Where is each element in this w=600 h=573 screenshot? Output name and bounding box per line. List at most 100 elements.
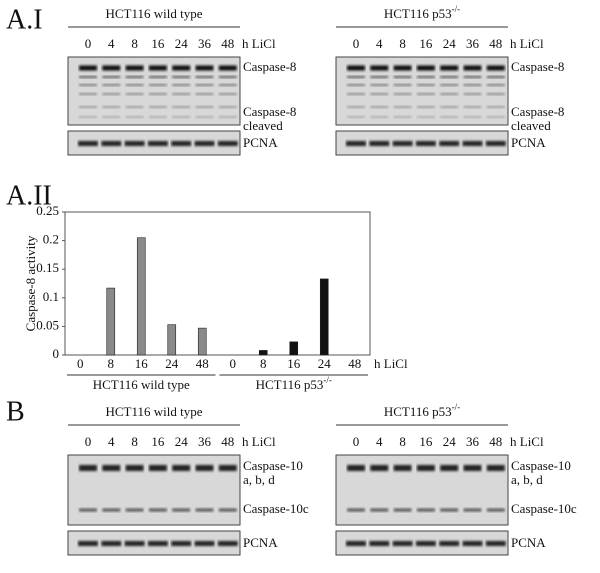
- band: [416, 76, 435, 78]
- band: [440, 93, 459, 95]
- header: HCT116 p53-/-: [384, 4, 460, 21]
- band: [79, 106, 97, 108]
- band: [195, 106, 214, 108]
- band: [347, 465, 365, 471]
- lane-label: 8: [399, 434, 406, 449]
- band: [125, 465, 144, 471]
- band: [147, 541, 168, 546]
- band: [486, 465, 505, 471]
- band: [147, 141, 168, 146]
- unit-label: h LiCl: [510, 36, 544, 51]
- superscript: -/-: [323, 375, 332, 385]
- band: [218, 93, 237, 95]
- band: [415, 141, 436, 146]
- band: [440, 508, 459, 512]
- panel-label: A.II: [6, 180, 52, 211]
- band: [79, 116, 97, 118]
- band: [440, 84, 459, 86]
- band: [463, 106, 482, 108]
- band: [79, 84, 97, 86]
- band: [370, 65, 389, 71]
- band: [347, 76, 365, 78]
- band: [195, 65, 214, 71]
- lane-label: 48: [489, 36, 502, 51]
- band-label: Caspase-10c: [511, 501, 577, 516]
- band: [172, 465, 191, 471]
- y-tick-label: 0: [53, 346, 60, 361]
- band: [101, 541, 122, 546]
- bar: [197, 327, 207, 356]
- y-tick-label: 0.1: [43, 289, 59, 304]
- lane-label: 16: [151, 434, 165, 449]
- band-label: Caspase-8: [511, 104, 564, 119]
- band: [218, 65, 237, 71]
- group-text: HCT116 wild type: [93, 377, 190, 392]
- band: [148, 65, 167, 71]
- band: [102, 106, 121, 108]
- band: [172, 116, 191, 118]
- band: [171, 541, 192, 546]
- band: [486, 65, 505, 71]
- lane-label: 4: [376, 36, 383, 51]
- band: [78, 141, 98, 146]
- band: [217, 541, 238, 546]
- band: [101, 141, 122, 146]
- band-label: Caspase-10: [243, 458, 303, 473]
- panel-label: A.I: [6, 4, 43, 35]
- band: [416, 106, 435, 108]
- band: [347, 93, 365, 95]
- lane-label: 8: [131, 434, 138, 449]
- y-axis-label: Caspase-8 activity: [23, 235, 38, 331]
- lane-label: 48: [221, 434, 234, 449]
- band: [463, 76, 482, 78]
- band: [218, 76, 237, 78]
- band: [148, 508, 167, 512]
- band: [463, 116, 482, 118]
- band: [393, 65, 412, 71]
- header: HCT116 p53-/-: [384, 402, 460, 419]
- band: [194, 141, 215, 146]
- band: [393, 508, 412, 512]
- lane-label: 36: [198, 36, 212, 51]
- band: [102, 508, 121, 512]
- band: [218, 465, 237, 471]
- lane-label: 36: [198, 434, 212, 449]
- lane-label: 4: [108, 36, 115, 51]
- band: [440, 116, 459, 118]
- lane-label: 0: [353, 434, 360, 449]
- band: [462, 141, 483, 146]
- band: [393, 465, 412, 471]
- band: [125, 106, 144, 108]
- x-tick-label: 8: [108, 356, 115, 371]
- x-unit-label: h LiCl: [374, 356, 408, 371]
- lane-label: 24: [443, 36, 457, 51]
- lane-label: 36: [466, 36, 480, 51]
- header-text: HCT116 p53: [384, 6, 452, 21]
- band: [172, 65, 191, 71]
- control-label: PCNA: [243, 135, 278, 150]
- band: [347, 65, 365, 71]
- lane-label: 8: [399, 36, 406, 51]
- band: [79, 76, 97, 78]
- lane-label: 36: [466, 434, 480, 449]
- band: [79, 508, 97, 512]
- group-label: HCT116 p53-/-: [256, 375, 332, 392]
- control-label: PCNA: [243, 535, 278, 550]
- lane-label: 4: [376, 434, 383, 449]
- unit-label: h LiCl: [242, 36, 276, 51]
- band: [440, 465, 459, 471]
- unit-label: h LiCl: [242, 434, 276, 449]
- header-text: HCT116 p53: [384, 404, 452, 419]
- band: [416, 508, 435, 512]
- lane-label: 16: [419, 36, 433, 51]
- band: [124, 141, 145, 146]
- band-label: cleaved: [511, 118, 551, 133]
- x-tick-label: 16: [287, 356, 301, 371]
- band: [102, 465, 121, 471]
- band: [416, 93, 435, 95]
- band: [102, 84, 121, 86]
- control-label: PCNA: [511, 135, 546, 150]
- bar: [106, 287, 116, 356]
- y-tick-label: 0.05: [36, 317, 59, 332]
- group-label: HCT116 wild type: [93, 377, 190, 392]
